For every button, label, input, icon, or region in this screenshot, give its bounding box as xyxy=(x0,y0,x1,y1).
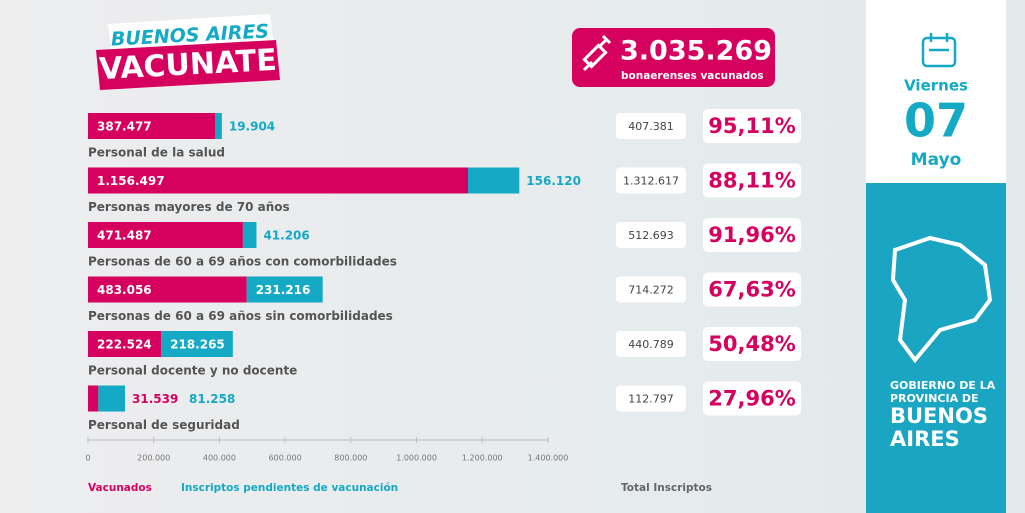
calendar-icon xyxy=(921,33,957,68)
day: 07 xyxy=(904,94,968,148)
total-box xyxy=(616,276,686,303)
value-label: 471.487 xyxy=(97,229,152,243)
x-tick-label: 600.000 xyxy=(269,454,302,463)
total-label: 1.312.617 xyxy=(623,175,679,188)
weekday: Viernes xyxy=(904,77,968,95)
percent-box xyxy=(703,163,801,198)
category-label: Personas de 60 a 69 años con comorbilida… xyxy=(88,255,397,269)
category-label: Personal de la salud xyxy=(88,146,225,160)
total-box xyxy=(616,331,686,357)
percent-label: 27,96% xyxy=(708,387,795,411)
value-label: 231.216 xyxy=(256,283,311,297)
percent-label: 67,63% xyxy=(708,278,795,302)
percent-box xyxy=(703,218,801,252)
value-label: 31.539 xyxy=(132,392,178,406)
total-box xyxy=(616,222,686,248)
value-label: 218.265 xyxy=(170,338,225,352)
x-tick-label: 1.000.000 xyxy=(396,454,437,463)
category-label: Personal docente y no docente xyxy=(88,364,297,378)
total-label: 440.789 xyxy=(628,338,674,351)
total-box xyxy=(616,385,686,412)
category-label: Personal de seguridad xyxy=(88,418,240,432)
value-label: 81.258 xyxy=(189,392,235,406)
campaign-logo: BUENOS AIRES VACUNATE xyxy=(96,14,280,90)
bar-segment xyxy=(88,385,99,412)
headline-caption: bonaerenses vacunados xyxy=(621,70,764,82)
value-label: 483.056 xyxy=(97,283,152,297)
bar-segment xyxy=(88,222,243,248)
legend-entry: Total Inscriptos xyxy=(621,482,712,494)
percent-box xyxy=(703,381,801,416)
legend-entry: Vacunados xyxy=(88,482,152,494)
bar-segment xyxy=(98,385,126,412)
percent-label: 95,11% xyxy=(708,114,795,138)
x-tick-label: 200.000 xyxy=(137,454,170,463)
total-label: 407.381 xyxy=(628,120,674,133)
bar-segment xyxy=(246,276,323,303)
headline-bg xyxy=(572,28,775,87)
bar-segment xyxy=(88,276,247,303)
logo-box xyxy=(96,40,280,90)
category-label: Personas de 60 a 69 años sin comorbilida… xyxy=(88,309,393,323)
gov-line: PROVINCIA DE xyxy=(890,392,979,405)
month: Mayo xyxy=(911,150,962,170)
value-label: 41.206 xyxy=(263,229,309,243)
percent-label: 91,96% xyxy=(708,223,795,247)
date-bg xyxy=(866,0,1006,183)
value-label: 222.524 xyxy=(97,338,152,352)
headline-box: 3.035.269 bonaerenses vacunados xyxy=(572,28,775,87)
percent-label: 88,11% xyxy=(708,169,795,193)
legend-entry: Inscriptos pendientes de vacunación xyxy=(181,482,398,494)
percent-box xyxy=(703,109,801,143)
gov-line: GOBIERNO DE LA xyxy=(890,379,996,392)
percent-box xyxy=(703,272,801,307)
bar-chart: 0 200.000 400.000 600.000 800.000 1.000.000 1.… xyxy=(85,109,801,494)
value-label: 1.156.497 xyxy=(97,174,165,188)
total-label: 112.797 xyxy=(628,393,674,406)
bar-segment xyxy=(88,113,216,139)
total-label: 512.693 xyxy=(628,229,674,242)
x-tick-label: 400.000 xyxy=(203,454,236,463)
x-tick-label: 1.400.000 xyxy=(528,454,569,463)
headline-value: 3.035.269 xyxy=(620,36,772,67)
percent-label: 50,48% xyxy=(708,332,795,356)
value-label: 19.904 xyxy=(229,120,275,134)
gov-line: BUENOS xyxy=(890,404,988,428)
bar-segment xyxy=(161,331,233,357)
syringe-icon xyxy=(582,34,612,72)
percent-box xyxy=(703,327,801,361)
bar-segment xyxy=(467,167,520,194)
value-label: 156.120 xyxy=(526,174,581,188)
bar-segment xyxy=(242,222,257,248)
bar-segment xyxy=(88,167,468,194)
total-box xyxy=(616,167,686,194)
gov-bg xyxy=(866,183,1006,513)
total-label: 714.272 xyxy=(628,284,674,297)
x-tick-label: 0 xyxy=(85,454,90,463)
x-tick-label: 800.000 xyxy=(334,454,367,463)
gov-line: AIRES xyxy=(890,427,960,451)
province-map xyxy=(890,235,993,364)
category-label: Personas mayores de 70 años xyxy=(88,200,290,214)
total-box xyxy=(616,113,686,139)
date-panel: Viernes 07 Mayo GOBIERNO DE LA PROVINCIA… xyxy=(866,0,1006,513)
bar-segment xyxy=(215,113,222,139)
value-label: 387.477 xyxy=(97,120,152,134)
x-tick-label: 1.200.000 xyxy=(462,454,503,463)
bar-segment xyxy=(88,331,162,357)
